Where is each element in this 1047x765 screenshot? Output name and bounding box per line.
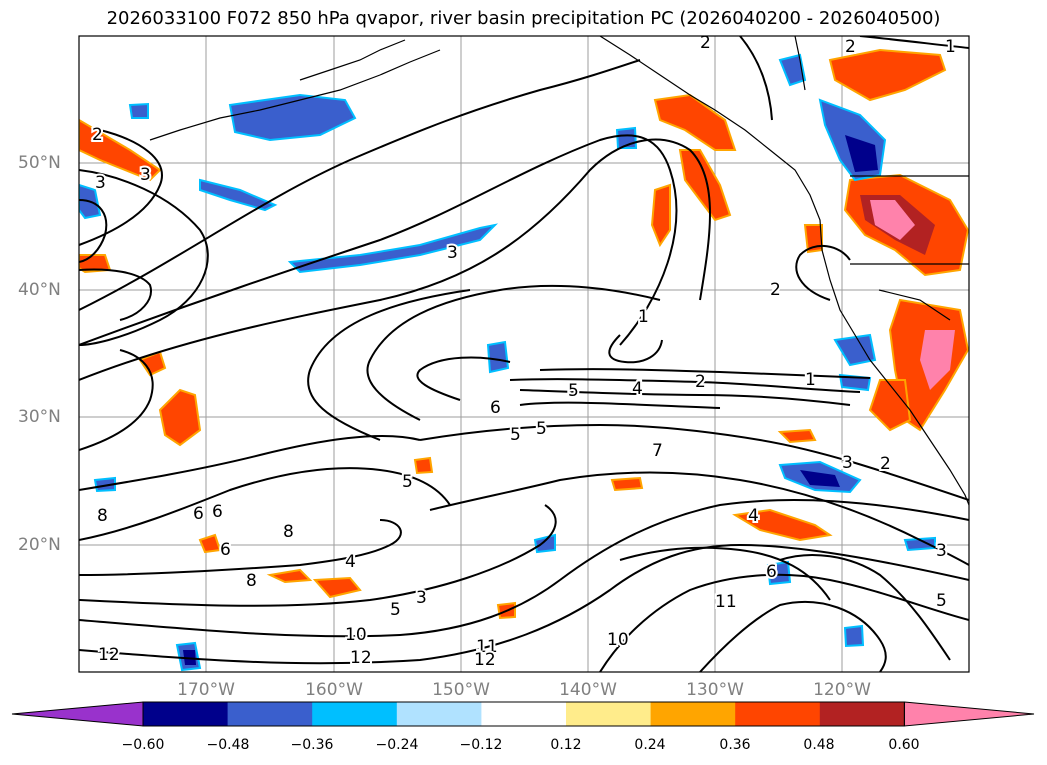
contour-label: 5	[536, 419, 547, 439]
colorbar-extension-high	[903, 701, 1035, 727]
contour-label: 10	[607, 630, 629, 650]
colorbar-swatch	[735, 702, 821, 726]
contour-label: 6	[220, 540, 231, 560]
precip-negative-shading	[79, 53, 936, 672]
colorbar-outline	[142, 701, 905, 727]
contour-label: 7	[652, 441, 663, 461]
contour-label: 12	[98, 645, 120, 665]
contour-label: 3	[416, 588, 427, 608]
colorbar-tick-label: −0.24	[375, 737, 419, 753]
colorbar-swatch	[143, 702, 229, 726]
contour-label: 4	[345, 552, 356, 572]
colorbar-swatch	[227, 702, 313, 726]
lon-label: 160°W	[305, 680, 363, 700]
lat-label: 50°N	[18, 153, 61, 173]
lon-label: 140°W	[559, 680, 617, 700]
colorbar-tick-label: −0.12	[459, 737, 503, 753]
contour-label: 6	[490, 398, 501, 418]
map-title: 2026033100 F072 850 hPa qvapor, river ba…	[106, 8, 941, 29]
contour-label: 4	[632, 379, 643, 399]
contour-label: 4	[748, 506, 759, 526]
colorbar-tick-label: −0.60	[121, 737, 165, 753]
colorbar-swatch	[396, 702, 482, 726]
contour-label: 3	[95, 173, 106, 193]
contour-label: 11	[476, 637, 498, 657]
map-area	[79, 36, 969, 672]
lat-label: 40°N	[18, 280, 61, 300]
contour-label: 5	[936, 591, 947, 611]
contour-label: 2	[695, 372, 706, 392]
lon-label: 170°W	[177, 680, 235, 700]
contour-label: 1	[638, 307, 649, 327]
contour-label: 2	[880, 454, 891, 474]
contour-label: 3	[842, 453, 853, 473]
contour-label: 5	[402, 472, 413, 492]
lon-label: 150°W	[432, 680, 490, 700]
contour-label: 5	[510, 425, 521, 445]
contour-label: 8	[283, 522, 294, 542]
contour-labels: 2 1 2 3 3 2 3 1 2 1 2 5 4 6 5 5 7 3 2 5 …	[90, 33, 958, 672]
contour-label: 8	[97, 506, 108, 526]
colorbar-tick-label: −0.48	[206, 737, 250, 753]
colorbar-swatch	[481, 702, 567, 726]
contour-label: 11	[715, 592, 737, 612]
contour-label: 3	[447, 243, 458, 263]
contour-label: 12	[474, 650, 496, 670]
colorbar-tick-label: 0.24	[634, 737, 666, 753]
precip-positive-shading	[79, 48, 969, 620]
contour-label: 1	[805, 370, 816, 390]
colorbar-swatch	[566, 702, 652, 726]
contour-label: 12	[350, 648, 372, 668]
lat-label: 20°N	[18, 535, 61, 555]
contour-label: 1	[945, 37, 956, 57]
contour-label: 3	[140, 165, 151, 185]
contour-label: 5	[568, 381, 579, 401]
colorbar-extension-low	[11, 701, 144, 727]
contour-label: 5	[390, 600, 401, 620]
contour-label: 2	[700, 33, 711, 53]
coastlines	[149, 36, 969, 506]
lat-label: 30°N	[18, 407, 61, 427]
lon-label: 120°W	[813, 680, 871, 700]
qvapor-contours	[79, 36, 969, 672]
colorbar-tick-label: 0.36	[719, 737, 751, 753]
contour-label: 2	[845, 37, 856, 57]
colorbar-tick-label: 0.12	[550, 737, 582, 753]
colorbar-tick-label: 0.60	[888, 737, 920, 753]
map-frame	[78, 35, 970, 673]
lon-label: 130°W	[686, 680, 744, 700]
colorbar-swatch	[819, 702, 905, 726]
contour-label: 2	[770, 280, 781, 300]
contour-label: 6	[193, 504, 204, 524]
colorbar	[11, 701, 1035, 727]
contour-label: 2	[92, 125, 103, 145]
colorbar-tick-label: 0.48	[803, 737, 835, 753]
colorbar-tick-label: −0.36	[290, 737, 334, 753]
gridlines	[79, 36, 969, 672]
colorbar-swatch	[650, 702, 736, 726]
contour-label: 6	[212, 502, 223, 522]
contour-label: 3	[936, 541, 947, 561]
contour-label: 10	[345, 625, 367, 645]
colorbar-swatch	[312, 702, 398, 726]
contour-label: 8	[246, 571, 257, 591]
contour-label: 6	[766, 562, 777, 582]
